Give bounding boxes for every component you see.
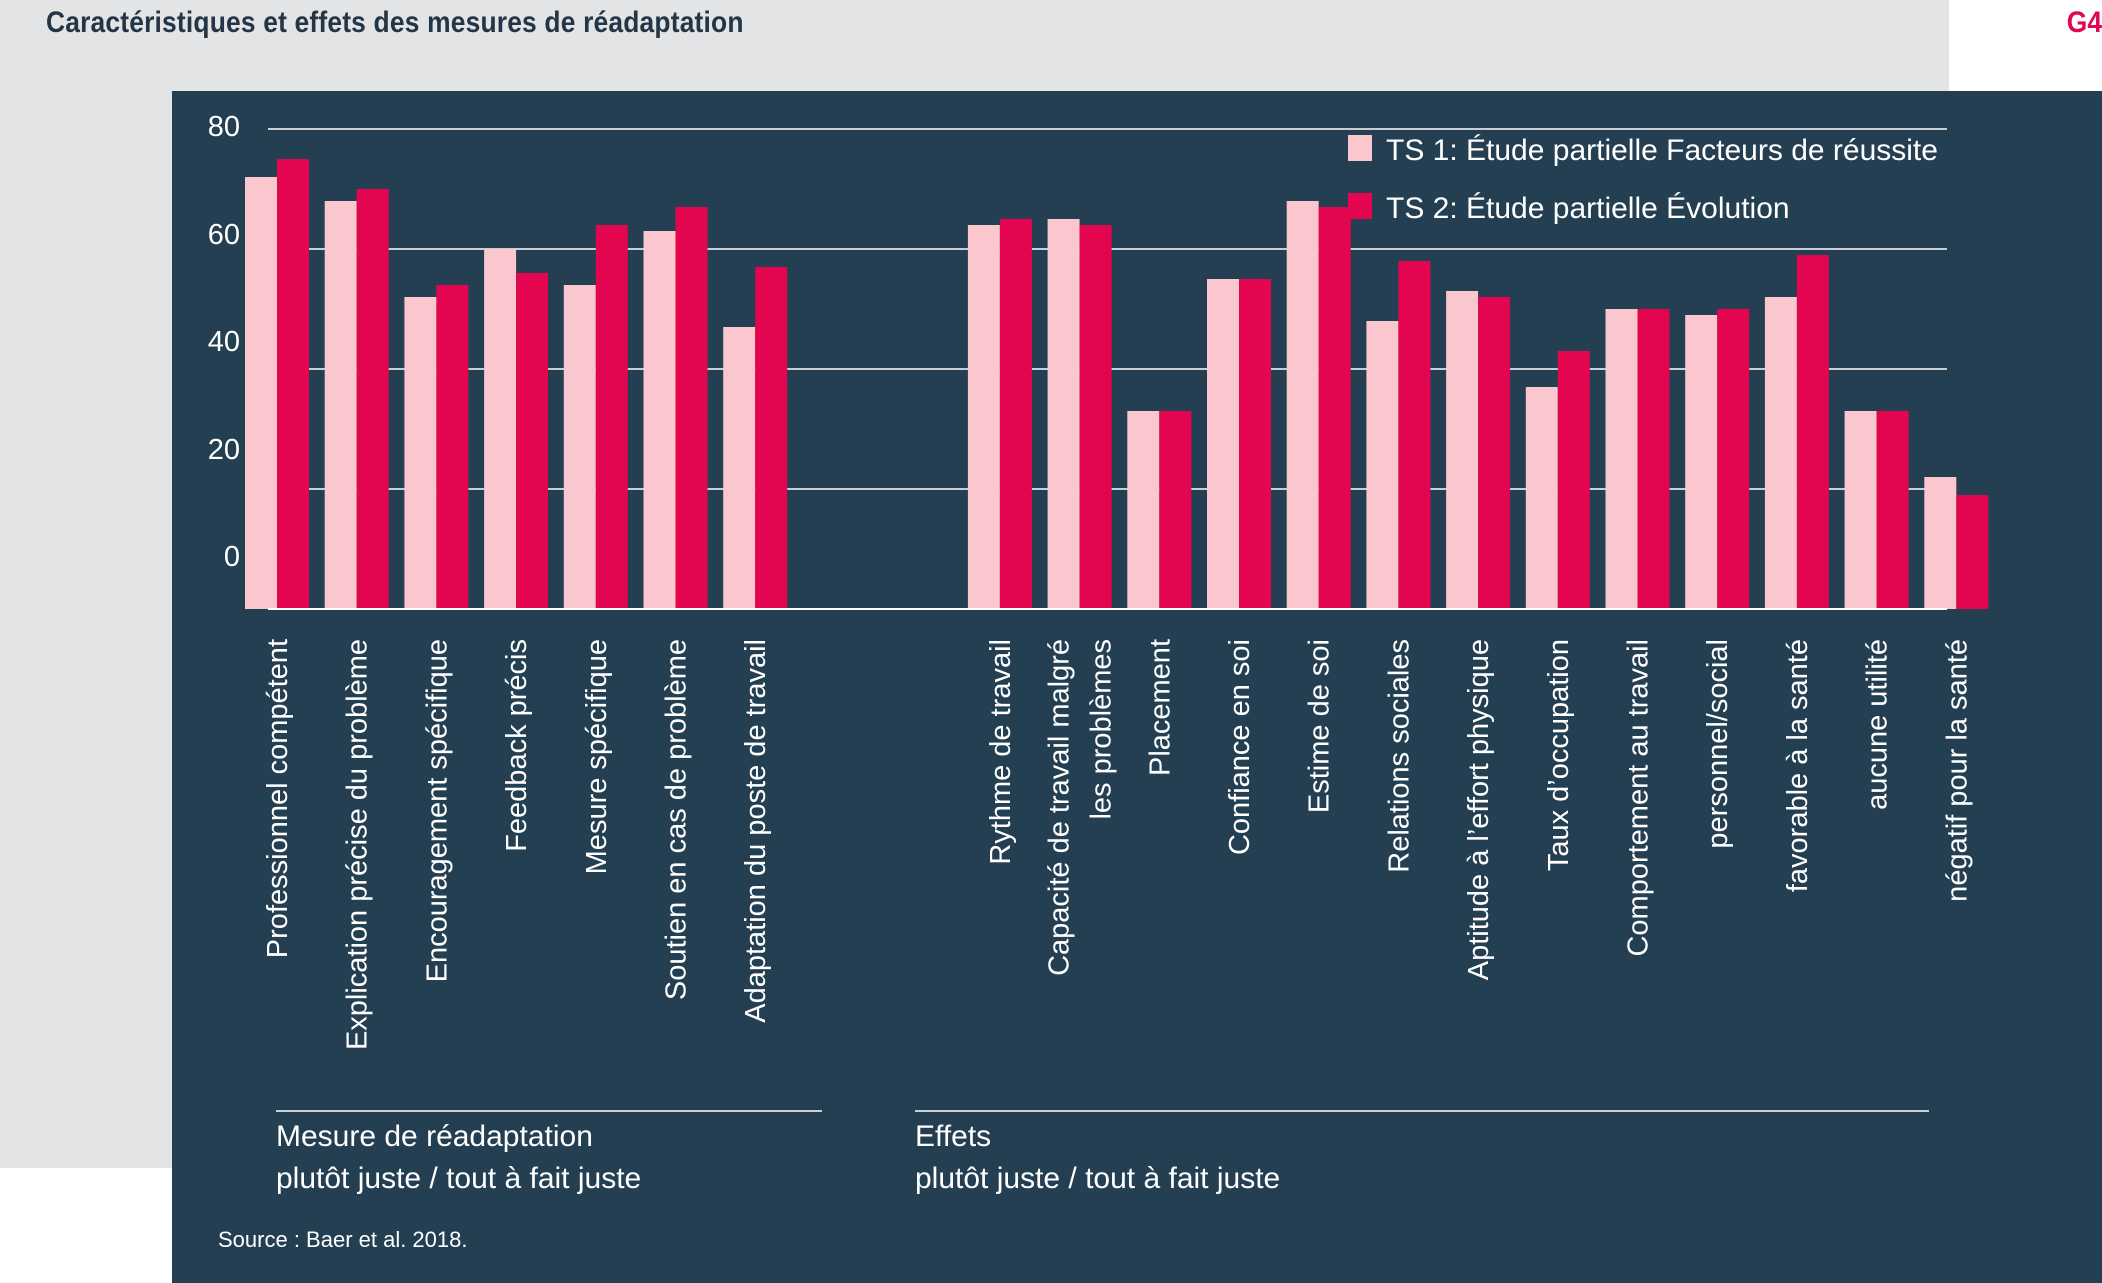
bar-ts2 — [1637, 309, 1670, 609]
bar-ts2 — [516, 273, 549, 609]
bar-ts2 — [1876, 411, 1909, 609]
category-label: Professionnel compétent — [262, 639, 294, 958]
bar-ts1 — [1605, 309, 1638, 609]
category-label: Placement — [1144, 639, 1176, 776]
bar-ts1 — [967, 225, 1000, 609]
y-tick-label: 60 — [208, 219, 240, 251]
bar-ts2 — [436, 285, 469, 609]
bar-ts1 — [324, 201, 357, 609]
bar-ts2 — [999, 219, 1032, 609]
bar-ts1 — [484, 249, 517, 609]
bar-ts1 — [643, 231, 676, 609]
category-label: Mesure spécifique — [581, 639, 613, 874]
category-label: Encouragement spécifique — [421, 639, 453, 982]
source-note: Source : Baer et al. 2018. — [218, 1227, 468, 1252]
bar-ts1 — [1446, 291, 1479, 609]
bar-ts2 — [356, 189, 389, 609]
category-label: Confiance en soi — [1224, 639, 1256, 855]
category-label: les problèmes — [1086, 639, 1118, 820]
y-tick-label: 40 — [208, 326, 240, 358]
bar-ts2 — [1717, 309, 1750, 609]
category-label: Rythme de travail — [985, 639, 1017, 865]
group-label-subtitle: plutôt juste / tout à fait juste — [915, 1162, 1280, 1195]
category-label: Relations sociales — [1383, 639, 1415, 873]
category-label: personnel/social — [1702, 639, 1734, 849]
figure-number: G4 — [2066, 6, 2102, 39]
bar-ts1 — [1047, 219, 1080, 609]
y-tick-label: 80 — [208, 111, 240, 143]
bar-ts2 — [277, 159, 309, 609]
bar-ts2 — [1557, 351, 1590, 609]
bar-ts2 — [675, 207, 708, 609]
group-label-title: Effets — [915, 1120, 991, 1153]
bar-ts1 — [1127, 411, 1160, 609]
category-label: Taux d’occupation — [1543, 639, 1575, 871]
bar-ts2 — [1956, 495, 1989, 609]
group-label-title: Mesure de réadaptation — [276, 1120, 593, 1153]
bar-ts1 — [404, 297, 437, 609]
bar-ts2 — [1079, 225, 1112, 609]
bar-ts1 — [1207, 279, 1239, 609]
bar-ts2 — [1318, 207, 1351, 609]
bar-ts2 — [1159, 411, 1192, 609]
y-tick-label: 20 — [208, 434, 240, 466]
category-label: Feedback précis — [501, 639, 533, 852]
bar-ts2 — [1398, 261, 1431, 609]
chart-title: Caractéristiques et effets des mesures d… — [46, 6, 744, 39]
bar-ts2 — [1478, 297, 1511, 609]
category-label: Comportement au travail — [1623, 639, 1655, 957]
bar-ts1 — [1366, 321, 1399, 609]
y-tick-label: 0 — [224, 541, 240, 573]
category-label: Explication précise du problème — [342, 639, 374, 1050]
legend-label-2: TS 2: Étude partielle Évolution — [1386, 192, 1790, 225]
category-label: aucune utilité — [1862, 639, 1894, 810]
legend-swatch-2 — [1348, 193, 1372, 219]
bar-ts1 — [1764, 297, 1797, 609]
bar-ts2 — [1796, 255, 1829, 609]
legend-label-1: TS 1: Étude partielle Facteurs de réussi… — [1386, 134, 1938, 167]
category-label: Aptitude à l’effort physique — [1463, 639, 1495, 980]
bar-chart: 0 20 40 60 80 TS 1: Étude partielle Facteurs … — [208, 111, 1989, 1252]
bar-ts1 — [245, 177, 277, 609]
category-label: Estime de soi — [1304, 639, 1336, 813]
category-label: favorable à la santé — [1782, 639, 1814, 892]
category-label: négatif pour la santé — [1941, 639, 1973, 902]
category-label: Soutien en cas de problème — [661, 639, 693, 1000]
bar-ts1 — [1924, 477, 1957, 609]
bar-ts2 — [1239, 279, 1271, 609]
bar-ts1 — [723, 327, 756, 609]
bar-ts1 — [1286, 201, 1319, 609]
group-label-subtitle: plutôt juste / tout à fait juste — [276, 1162, 641, 1195]
category-label: Capacité de travail malgré — [1044, 639, 1076, 976]
bar-ts1 — [563, 285, 596, 609]
category-label: Adaptation du poste de travail — [740, 639, 772, 1023]
bar-ts1 — [1844, 411, 1877, 609]
legend-swatch-1 — [1348, 135, 1372, 161]
bar-ts1 — [1525, 387, 1558, 609]
bar-ts2 — [595, 225, 628, 609]
chart-panel: 0 20 40 60 80 TS 1: Étude partielle Facteurs … — [172, 91, 2102, 1283]
bar-ts1 — [1685, 315, 1718, 609]
bar-ts2 — [755, 267, 788, 609]
